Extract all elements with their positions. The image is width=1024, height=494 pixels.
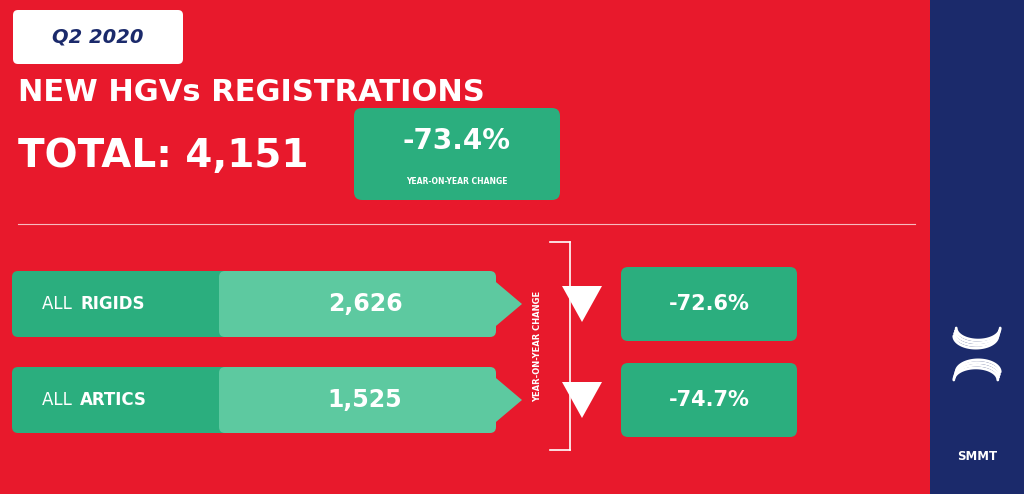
Polygon shape (562, 286, 602, 322)
Text: Q2 2020: Q2 2020 (52, 28, 143, 46)
Text: TOTAL: 4,151: TOTAL: 4,151 (18, 137, 308, 175)
FancyBboxPatch shape (13, 10, 183, 64)
Text: SMMT: SMMT (957, 450, 997, 462)
FancyBboxPatch shape (219, 271, 496, 337)
Polygon shape (220, 277, 240, 331)
FancyBboxPatch shape (930, 0, 1024, 494)
Text: ALL: ALL (42, 391, 77, 409)
FancyBboxPatch shape (12, 271, 249, 337)
Text: 2,626: 2,626 (328, 292, 402, 316)
Text: NEW HGVs REGISTRATIONS: NEW HGVs REGISTRATIONS (18, 78, 484, 107)
Polygon shape (490, 373, 522, 427)
Polygon shape (562, 382, 602, 418)
Text: YEAR-ON-YEAR CHANGE: YEAR-ON-YEAR CHANGE (534, 290, 543, 402)
FancyBboxPatch shape (621, 267, 797, 341)
Text: YEAR-ON-YEAR CHANGE: YEAR-ON-YEAR CHANGE (407, 177, 508, 187)
Text: -73.4%: -73.4% (403, 127, 511, 155)
FancyBboxPatch shape (621, 363, 797, 437)
Polygon shape (220, 373, 240, 427)
Polygon shape (490, 277, 522, 331)
Text: -74.7%: -74.7% (669, 390, 750, 410)
FancyBboxPatch shape (219, 367, 496, 433)
Text: ALL: ALL (42, 295, 77, 313)
FancyBboxPatch shape (12, 367, 249, 433)
FancyBboxPatch shape (354, 108, 560, 200)
Text: RIGIDS: RIGIDS (80, 295, 144, 313)
Text: ARTICS: ARTICS (80, 391, 146, 409)
Text: 1,525: 1,525 (328, 388, 402, 412)
Text: -72.6%: -72.6% (669, 294, 750, 314)
